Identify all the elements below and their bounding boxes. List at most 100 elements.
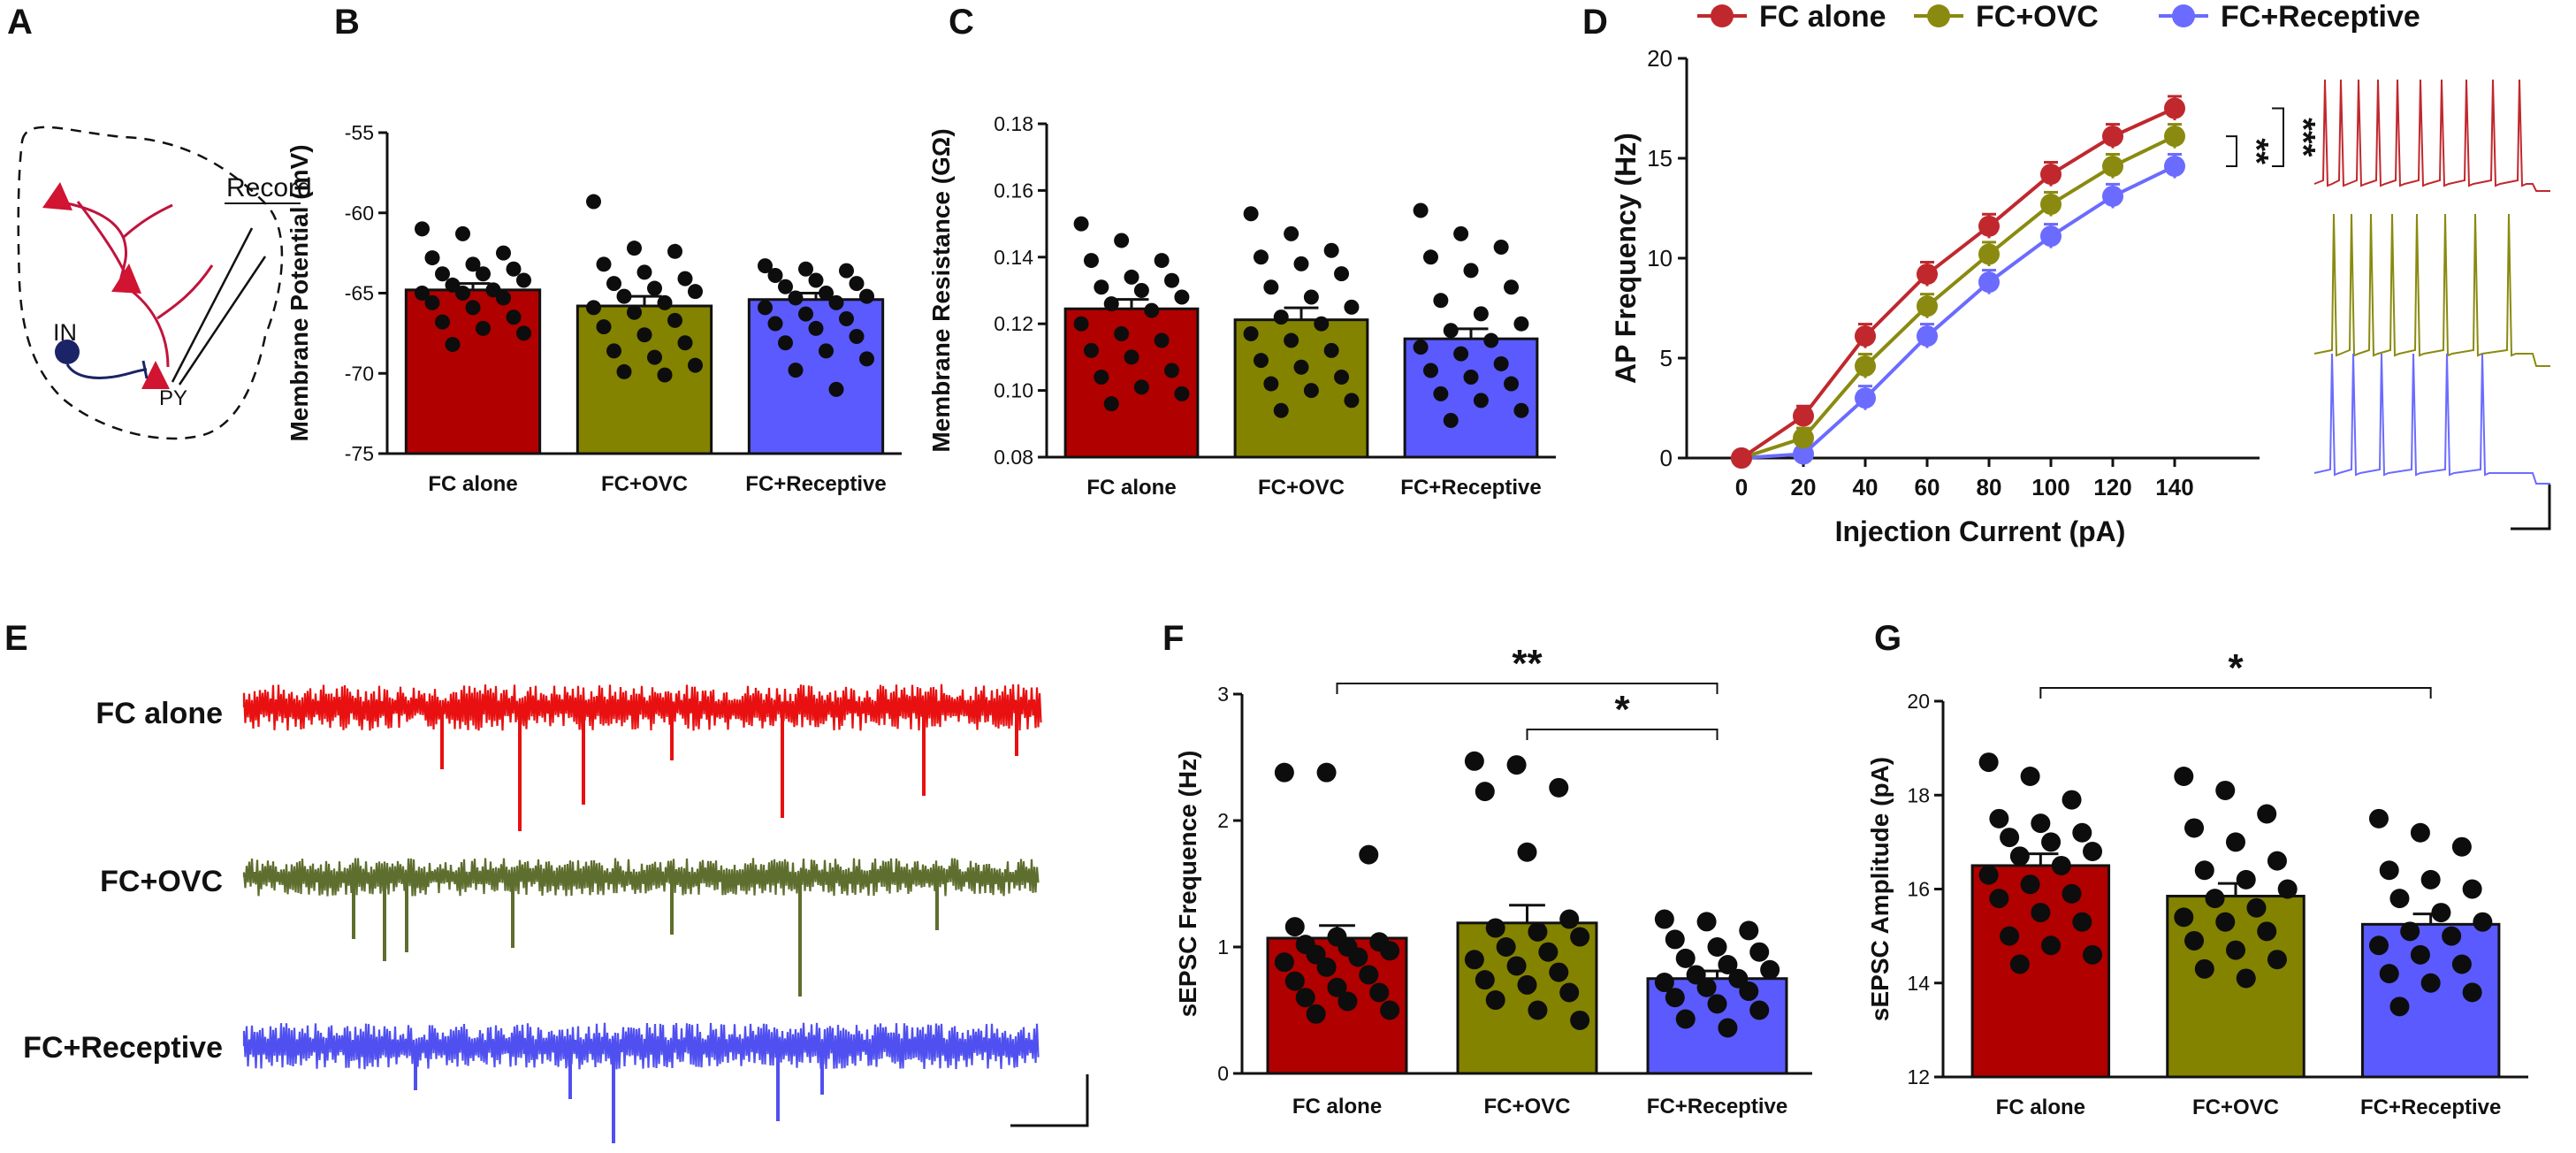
data-point xyxy=(1978,271,2000,294)
data-point xyxy=(1094,370,1109,386)
data-point xyxy=(2184,818,2205,838)
data-point xyxy=(1323,342,1339,358)
data-point xyxy=(424,250,440,266)
data-point xyxy=(516,272,532,288)
y-tick-label: -70 xyxy=(345,362,374,385)
data-point xyxy=(839,311,855,327)
bar-3 xyxy=(1403,337,1539,459)
ap-frequency-chart: 0 5 10 15 20 0 20 40 60 80 100 120 140 Injection Curr… xyxy=(1610,0,2420,547)
data-point xyxy=(2246,897,2267,918)
data-point xyxy=(1253,353,1269,369)
neuron-top-icon xyxy=(42,182,72,210)
significance-bracket xyxy=(1336,683,1719,694)
data-point xyxy=(465,300,481,316)
significance-label: ** xyxy=(1512,642,1543,685)
data-point xyxy=(2040,193,2062,215)
y-tick-label: 15 xyxy=(1647,145,1673,172)
y-tick-label: 3 xyxy=(1217,683,1229,706)
data-point xyxy=(1433,293,1449,309)
data-point xyxy=(819,286,835,301)
data-point xyxy=(828,381,844,397)
data-point xyxy=(757,300,773,316)
significance-label: * xyxy=(1614,688,1630,731)
recording-schematic: Record IN PY xyxy=(17,126,312,440)
data-point xyxy=(1274,762,1294,783)
data-point xyxy=(797,261,813,277)
x-tick-label: 0 xyxy=(1735,474,1748,500)
significance-label: * xyxy=(2228,646,2244,690)
data-point xyxy=(657,367,673,383)
legend-label: FC alone xyxy=(1759,0,1886,34)
data-point xyxy=(1675,1009,1696,1029)
data-point xyxy=(1475,782,1495,802)
data-point xyxy=(2257,804,2277,824)
data-point xyxy=(677,335,693,351)
data-point xyxy=(1989,889,2009,909)
data-point xyxy=(1253,249,1269,265)
data-point xyxy=(1359,965,1379,985)
data-point xyxy=(1675,948,1696,968)
data-point xyxy=(626,241,642,256)
data-point xyxy=(506,261,522,277)
data-point xyxy=(2000,926,2020,946)
data-point xyxy=(688,284,704,300)
data-point xyxy=(1483,332,1499,348)
sepsc-frequency-chart: 0 1 2 3 FC alone FC+OVC FC+Receptive sEPSC Freq… xyxy=(1174,642,1812,1119)
y-axis-title: sEPSC Amplitude (pA) xyxy=(1866,757,1894,1021)
data-point xyxy=(1144,302,1160,318)
data-point xyxy=(808,320,824,336)
data-point xyxy=(1749,942,1770,962)
data-point xyxy=(2267,851,2287,871)
data-point xyxy=(1273,309,1289,325)
category-label: FC+Receptive xyxy=(1400,476,1541,500)
data-point xyxy=(1243,326,1259,342)
data-point xyxy=(2083,842,2103,861)
data-point xyxy=(1164,272,1180,288)
data-point xyxy=(445,337,461,353)
data-point xyxy=(1413,202,1429,218)
data-point xyxy=(1978,215,2000,237)
data-point xyxy=(1464,950,1484,970)
data-point xyxy=(1174,386,1190,401)
data-point xyxy=(606,276,621,292)
data-point xyxy=(2194,958,2214,979)
data-point xyxy=(1504,376,1520,392)
data-point xyxy=(2009,846,2030,867)
data-point xyxy=(797,306,813,322)
data-point xyxy=(1344,393,1360,409)
data-point xyxy=(1528,921,1548,942)
data-point xyxy=(636,264,652,280)
data-point xyxy=(1718,1018,1738,1038)
y-axis-title: Membrane Resistance (GΩ) xyxy=(927,128,955,452)
ap-example-traces xyxy=(2313,79,2551,531)
data-point xyxy=(667,312,683,328)
data-point xyxy=(859,288,875,304)
data-point xyxy=(1978,752,1999,773)
data-point xyxy=(777,279,793,294)
sepsc-trace xyxy=(242,683,1042,731)
bar-2 xyxy=(1233,318,1369,459)
data-point xyxy=(2215,780,2236,800)
data-point xyxy=(1334,370,1350,386)
data-point xyxy=(1496,937,1516,957)
legend-label: FC+OVC xyxy=(1976,0,2099,34)
data-point xyxy=(2000,828,2020,848)
data-point xyxy=(1380,941,1400,961)
data-point xyxy=(1083,342,1099,358)
y-tick-label: -75 xyxy=(345,442,374,465)
data-point xyxy=(1303,383,1319,399)
data-point xyxy=(1513,316,1529,332)
category-label: FC+OVC xyxy=(1258,476,1345,500)
data-point xyxy=(616,288,632,304)
data-point xyxy=(788,290,804,306)
x-tick-label: 80 xyxy=(1977,474,2002,500)
series-line xyxy=(1741,134,2176,460)
data-point xyxy=(424,294,440,310)
data-point xyxy=(1284,332,1299,348)
legend-label: FC+Receptive xyxy=(2221,0,2420,34)
y-tick-label: 0.08 xyxy=(994,446,1033,469)
bar-2 xyxy=(2166,894,2305,1079)
data-point xyxy=(1274,952,1294,973)
data-point xyxy=(1314,316,1330,332)
